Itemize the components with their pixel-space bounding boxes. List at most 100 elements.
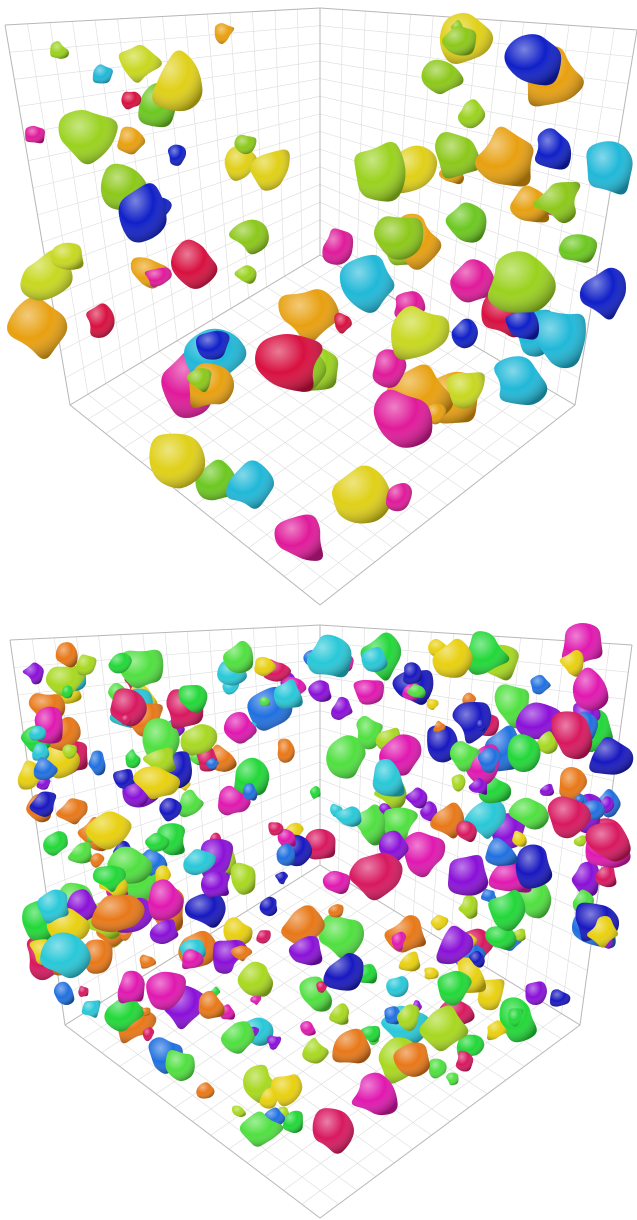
blob-shading bbox=[549, 989, 571, 1007]
blob-shading bbox=[50, 41, 69, 59]
blob-shading bbox=[507, 734, 541, 773]
blob-shading bbox=[229, 219, 269, 255]
grid-line bbox=[192, 944, 451, 1122]
blob-shading bbox=[88, 750, 106, 776]
blob-shading bbox=[237, 961, 274, 997]
blob-shading bbox=[435, 132, 482, 179]
blob-shading bbox=[198, 990, 225, 1019]
blob-shading bbox=[85, 811, 132, 850]
blob-shading bbox=[40, 932, 91, 979]
blob-shading bbox=[539, 783, 555, 796]
blob-shading bbox=[275, 871, 288, 885]
blob-shading bbox=[121, 91, 142, 110]
blob-shading bbox=[332, 465, 392, 524]
blob-shading bbox=[268, 822, 284, 836]
grid-line bbox=[297, 9, 303, 266]
grid-line bbox=[207, 14, 232, 309]
grid-line bbox=[274, 10, 285, 277]
blob-shading bbox=[29, 791, 57, 817]
blob-shading bbox=[353, 679, 384, 705]
cube-edge bbox=[9, 624, 321, 641]
blob-shading bbox=[595, 864, 617, 888]
blob-shading bbox=[254, 656, 277, 677]
blob-shading bbox=[386, 976, 409, 998]
blob-shading bbox=[278, 289, 339, 344]
blob-shading bbox=[91, 894, 145, 933]
blob-shading bbox=[308, 680, 332, 702]
blob-shading bbox=[573, 835, 587, 847]
blob-shading bbox=[282, 1110, 303, 1134]
blob-shading bbox=[256, 930, 271, 944]
blob-shading bbox=[196, 1082, 215, 1099]
blob-shading bbox=[110, 688, 147, 727]
blob-shading bbox=[559, 649, 584, 677]
blob-shading bbox=[390, 305, 450, 360]
blob-shading bbox=[398, 951, 421, 972]
blob-shading bbox=[420, 801, 438, 823]
cube-edge bbox=[319, 404, 576, 606]
blob-shading bbox=[587, 916, 618, 948]
blob-shading bbox=[230, 862, 256, 895]
blob-shading bbox=[360, 1026, 381, 1043]
blob-shading bbox=[486, 1020, 507, 1041]
blob-shading bbox=[458, 895, 478, 919]
blob-shading bbox=[485, 925, 517, 950]
blob-shading bbox=[259, 896, 278, 917]
blob-shading bbox=[118, 183, 167, 243]
blob-shading bbox=[300, 1020, 316, 1036]
blob-shading bbox=[329, 1003, 350, 1025]
blob-shading bbox=[53, 981, 75, 1006]
blob-shading bbox=[45, 665, 86, 697]
blob-shading bbox=[326, 735, 366, 779]
blob-shading bbox=[515, 844, 553, 889]
blob-shading bbox=[322, 870, 351, 895]
blob-shading bbox=[468, 777, 488, 795]
blob-shading bbox=[447, 854, 489, 896]
blob-shading bbox=[322, 228, 354, 265]
blob-shading bbox=[318, 914, 365, 960]
cube-edge bbox=[64, 1024, 321, 1219]
grid-line bbox=[65, 237, 321, 379]
blob-shading bbox=[424, 967, 439, 980]
blob-shading bbox=[505, 305, 540, 340]
blob-shading bbox=[328, 904, 344, 918]
blob-shading bbox=[559, 767, 588, 801]
blob-shading bbox=[351, 1072, 398, 1116]
cube-edge bbox=[319, 7, 637, 31]
blob-shading bbox=[142, 747, 176, 774]
blob-shading bbox=[494, 356, 548, 405]
blob-shading bbox=[62, 744, 77, 759]
blob-shading bbox=[206, 758, 219, 770]
blob-shading bbox=[384, 1006, 401, 1025]
grid-line bbox=[319, 830, 588, 971]
blob-shading bbox=[525, 981, 547, 1006]
blob-shading bbox=[579, 267, 627, 320]
blob-shading bbox=[457, 99, 486, 129]
blob-shading bbox=[250, 149, 290, 191]
blob-shading bbox=[384, 915, 426, 953]
blob-shading bbox=[302, 1037, 329, 1064]
blob-shading bbox=[125, 749, 141, 769]
blob-shading bbox=[306, 634, 352, 678]
blob-shading bbox=[234, 265, 257, 284]
blob-shading bbox=[485, 837, 518, 867]
blob-shading bbox=[183, 849, 216, 876]
blob-shading bbox=[407, 683, 426, 699]
blob-shading bbox=[558, 234, 598, 263]
blob-shading bbox=[436, 925, 474, 965]
blob-shading bbox=[456, 820, 477, 843]
blob-shading bbox=[37, 889, 69, 924]
blob-shading bbox=[535, 731, 558, 754]
blob-shading bbox=[504, 34, 562, 86]
grid-line bbox=[37, 744, 321, 833]
blob-shading bbox=[488, 889, 526, 931]
blob-shading bbox=[255, 334, 323, 392]
blob-shading bbox=[28, 725, 47, 741]
blob-shading bbox=[226, 460, 274, 509]
blob-shading bbox=[81, 1000, 101, 1018]
blob-shading bbox=[231, 1105, 246, 1118]
blob-shading bbox=[432, 638, 473, 678]
blob-shading bbox=[32, 742, 50, 762]
cube-edge bbox=[574, 29, 637, 406]
blob-shading bbox=[487, 251, 556, 313]
